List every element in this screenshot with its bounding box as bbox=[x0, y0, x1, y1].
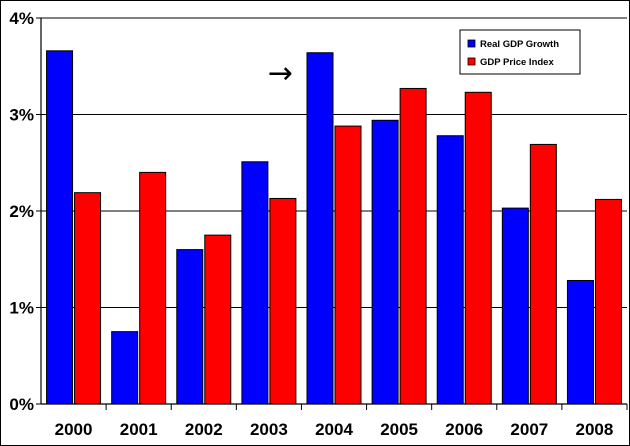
bar-gdp-price-index-2001 bbox=[139, 171, 167, 405]
bar-gdp-price-index-2007 bbox=[529, 143, 557, 405]
legend-swatch bbox=[467, 39, 476, 48]
x-tick-labels: 2000 2001 2002 2003 2004 2005 2006 2007 2008 bbox=[55, 420, 614, 439]
bar-real-gdp-growth-2000 bbox=[46, 50, 74, 405]
bar-real-gdp-growth-2005 bbox=[371, 119, 399, 405]
legend-swatch bbox=[467, 57, 476, 66]
bar-gdp-price-index-2006 bbox=[464, 91, 492, 405]
y-tick-label: 3% bbox=[9, 106, 34, 125]
y-tick-label: 0% bbox=[9, 395, 34, 414]
legend-label: GDP Price Index bbox=[480, 57, 554, 68]
x-tick-label: 2008 bbox=[576, 420, 614, 439]
annotation: → bbox=[268, 56, 293, 91]
x-tick-label: 2003 bbox=[250, 420, 288, 439]
bar-real-gdp-growth-2007 bbox=[501, 207, 529, 405]
y-tick-label: 4% bbox=[9, 9, 34, 28]
legend-label: Real GDP Growth bbox=[480, 39, 559, 50]
bar-real-gdp-growth-2004 bbox=[306, 52, 334, 405]
x-tick-label: 2005 bbox=[380, 420, 418, 439]
legend-box bbox=[459, 29, 581, 75]
bar-gdp-price-index-2008 bbox=[594, 198, 622, 405]
x-tick-label: 2004 bbox=[315, 420, 353, 439]
legend: Real GDP Growth GDP Price Index bbox=[459, 29, 581, 75]
y-tick-label: 2% bbox=[9, 202, 34, 221]
x-tick-label: 2007 bbox=[510, 420, 548, 439]
bar-real-gdp-growth-2006 bbox=[436, 135, 464, 405]
y-tick-labels: 0% 1% 2% 3% 4% bbox=[9, 9, 34, 414]
x-tick-label: 2006 bbox=[445, 420, 483, 439]
y-tick-label: 1% bbox=[9, 299, 34, 318]
gridlines bbox=[41, 17, 627, 308]
x-tick-label: 2000 bbox=[55, 420, 93, 439]
x-tick-label: 2001 bbox=[120, 420, 158, 439]
bar-gdp-price-index-2000 bbox=[74, 192, 102, 405]
bar-real-gdp-growth-2002 bbox=[176, 249, 204, 405]
axes bbox=[36, 17, 628, 410]
bar-real-gdp-growth-2008 bbox=[566, 279, 594, 405]
bar-gdp-price-index-2005 bbox=[399, 87, 427, 405]
arrow-annotation: → bbox=[268, 56, 293, 91]
bar-real-gdp-growth-2001 bbox=[111, 331, 139, 405]
bar-gdp-price-index-2003 bbox=[269, 197, 297, 405]
bar-gdp-price-index-2004 bbox=[334, 125, 362, 405]
bar-real-gdp-growth-2003 bbox=[241, 161, 269, 405]
bars bbox=[46, 50, 622, 405]
bar-gdp-price-index-2002 bbox=[204, 234, 232, 405]
x-tick-label: 2002 bbox=[185, 420, 223, 439]
